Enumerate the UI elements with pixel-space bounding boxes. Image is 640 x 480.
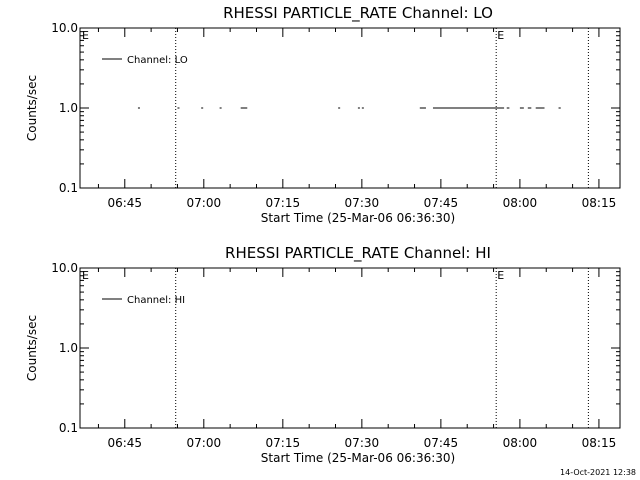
plot2-xtick-label: 07:00 [187,436,222,450]
plot2-xlabel: Start Time (25-Mar-06 06:36:30) [261,451,455,465]
plot2-xtick-label: 08:15 [582,436,617,450]
plot1-xtick-label: 06:45 [107,196,142,210]
plot1-xtick-label: 07:30 [345,196,380,210]
plot1-edge-label: E [82,29,89,42]
plot2-xtick-label: 06:45 [107,436,142,450]
plot2-edge-label: E [82,269,89,282]
plot1-ytick-label: 10.0 [51,21,78,35]
plot1-xtick-label: 07:00 [187,196,222,210]
plot2-ytick-label: 1.0 [59,341,78,355]
plot1-xtick-label: 08:00 [503,196,538,210]
plot2-xtick-label: 08:00 [503,436,538,450]
plot1-title: RHESSI PARTICLE_RATE Channel: LO [223,4,493,23]
plot1-xtick-label: 07:45 [424,196,459,210]
plot1-ytick-label: 0.1 [59,181,78,195]
plot1-xlabel: Start Time (25-Mar-06 06:36:30) [261,211,455,225]
plot2-event-label: E [497,269,504,282]
plot1-xtick-label: 07:15 [266,196,301,210]
plot2-legend-label: Channel: HI [127,295,185,306]
plot2-title: RHESSI PARTICLE_RATE Channel: HI [225,244,491,263]
date-stamp: 14-Oct-2021 12:38 [560,468,636,477]
plot2-ytick-label: 0.1 [59,421,78,435]
plot1-xtick-label: 08:15 [582,196,617,210]
plot1-ytick-label: 1.0 [59,101,78,115]
plot2-ylabel: Counts/sec [25,315,39,381]
plot1-event-label: E [497,29,504,42]
plot2-xtick-label: 07:15 [266,436,301,450]
plot2-xtick-label: 07:45 [424,436,459,450]
plot2-xtick-label: 07:30 [345,436,380,450]
plot1-ylabel: Counts/sec [25,75,39,141]
plot2-ytick-label: 10.0 [51,261,78,275]
plot1-legend-label: Channel: LO [127,55,188,66]
plot2-frame [79,267,621,429]
